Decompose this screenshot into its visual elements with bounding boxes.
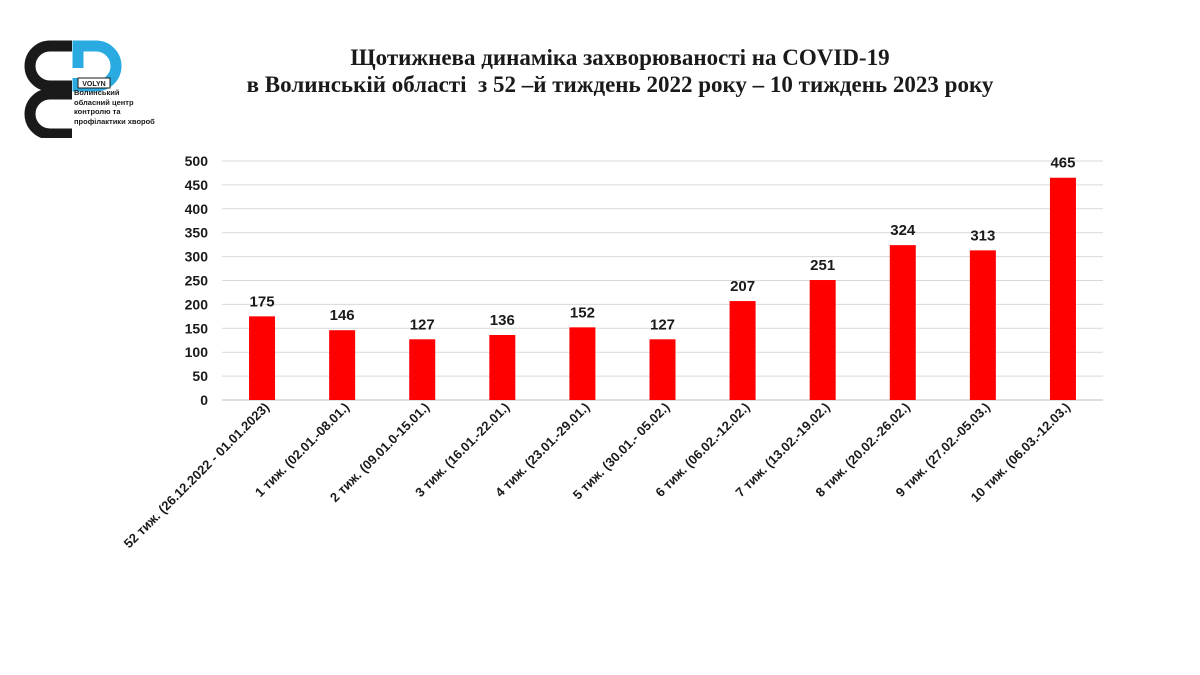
data-label: 251 <box>810 257 835 274</box>
y-tick-label: 200 <box>185 296 209 312</box>
y-tick-label: 500 <box>185 153 209 169</box>
x-tick-label: 52 тиж. (26.12.2022 - 01.01.2023) <box>121 400 272 551</box>
bar <box>249 316 276 400</box>
y-tick-label: 50 <box>192 368 208 384</box>
data-label: 127 <box>650 316 675 333</box>
logo-caption-line: контролю та <box>74 107 121 116</box>
data-label: 465 <box>1050 155 1075 172</box>
logo-caption-line: профілактики хвороб <box>74 116 155 126</box>
y-tick-label: 400 <box>185 201 209 217</box>
bar <box>489 334 516 400</box>
data-label: 127 <box>410 316 435 333</box>
y-tick-label: 0 <box>200 392 208 408</box>
data-label: 136 <box>490 312 515 329</box>
y-tick-label: 150 <box>185 320 209 336</box>
bar <box>889 245 916 400</box>
logo-caption-line: обласний центр <box>74 97 134 107</box>
y-tick-label: 300 <box>185 249 209 265</box>
logo-caption-line: Волинський <box>74 88 120 97</box>
y-tick-label: 250 <box>185 273 209 289</box>
data-label: 313 <box>970 227 995 244</box>
data-label: 146 <box>330 307 355 324</box>
data-label: 152 <box>570 304 595 321</box>
bar <box>1049 177 1076 400</box>
chart-title-line-1: Щотижнева динаміка захворюваності на COV… <box>350 45 890 70</box>
bar <box>569 327 596 400</box>
data-label: 324 <box>890 222 916 239</box>
y-tick-label: 450 <box>185 177 209 193</box>
logo-badge: VOLYN <box>82 81 105 88</box>
y-tick-label: 100 <box>185 344 209 360</box>
chart-title: Щотижнева динаміка захворюваності на COV… <box>120 44 1120 98</box>
logo: VOLYN <box>24 40 122 138</box>
y-tick-label: 350 <box>185 225 209 241</box>
data-label: 175 <box>250 293 275 310</box>
data-label: 207 <box>730 278 755 295</box>
bar <box>409 339 436 400</box>
bar <box>969 250 996 400</box>
logo-caption: Волинський обласний центр контролю та пр… <box>74 88 184 126</box>
bar <box>649 339 676 400</box>
bar <box>809 280 836 400</box>
bar <box>329 330 356 400</box>
chart-title-line-2: в Волинській області з 52 –й тиждень 202… <box>246 72 994 97</box>
bar <box>729 301 756 400</box>
